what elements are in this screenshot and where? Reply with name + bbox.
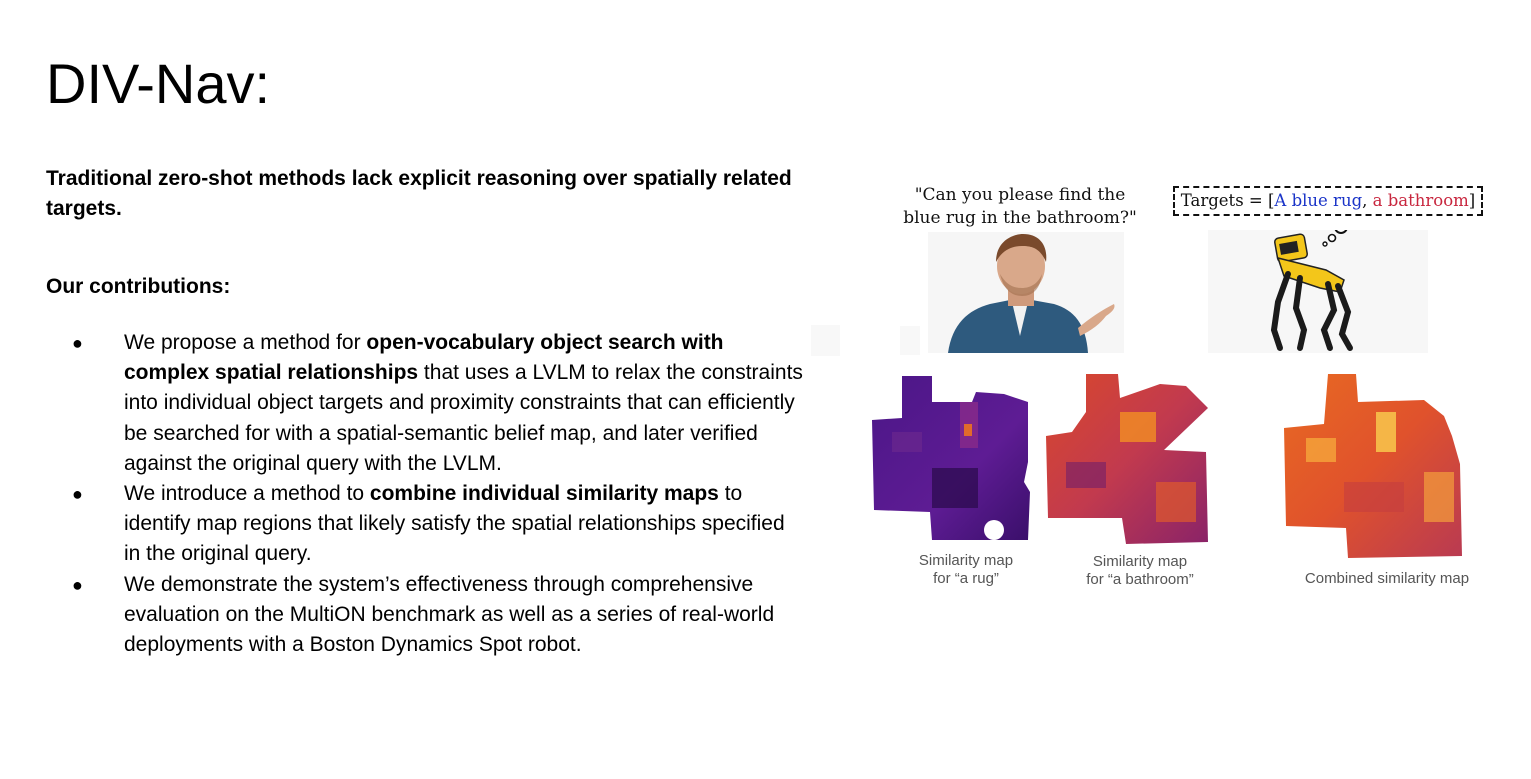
slide-title: DIV-Nav: <box>46 52 271 115</box>
person-photo <box>928 232 1124 353</box>
faint-artifact <box>811 325 840 356</box>
bullet-icon: ● <box>72 484 83 505</box>
caption-bathroom-map: Similarity map for “a bathroom” <box>1086 553 1194 588</box>
slide-subtitle: Traditional zero-shot methods lack expli… <box>46 167 792 220</box>
contribution-item: ● We introduce a method to combine indivi… <box>46 479 806 570</box>
faint-artifact <box>900 326 920 355</box>
target-blue-rug: A blue rug <box>1274 191 1363 210</box>
similarity-map-rug <box>872 376 1030 540</box>
contributions-list: ● We propose a method for open-vocabulary… <box>46 328 806 660</box>
contribution-item: ● We propose a method for open-vocabulary… <box>46 328 806 479</box>
bullet-icon: ● <box>72 333 83 353</box>
similarity-map-combined <box>1284 374 1462 558</box>
caption-rug-map: Similarity map for “a rug” <box>918 552 1014 587</box>
contribution-item: ● We demonstrate the system’s effectivene… <box>46 570 806 661</box>
bullet-icon: ● <box>72 574 83 595</box>
caption-combined-map: Combined similarity map <box>1304 570 1470 587</box>
targets-thought-box: Targets = [A blue rug, a bathroom] <box>1173 186 1483 216</box>
user-query-quote: "Can you please find the blue rug in the… <box>903 185 1137 228</box>
similarity-map-bathroom <box>1046 374 1208 544</box>
contributions-heading: Our contributions: <box>46 275 231 298</box>
target-bathroom: a bathroom <box>1372 191 1469 210</box>
thought-bubble-icon <box>1327 233 1337 243</box>
spot-robot-icon <box>1208 230 1428 353</box>
